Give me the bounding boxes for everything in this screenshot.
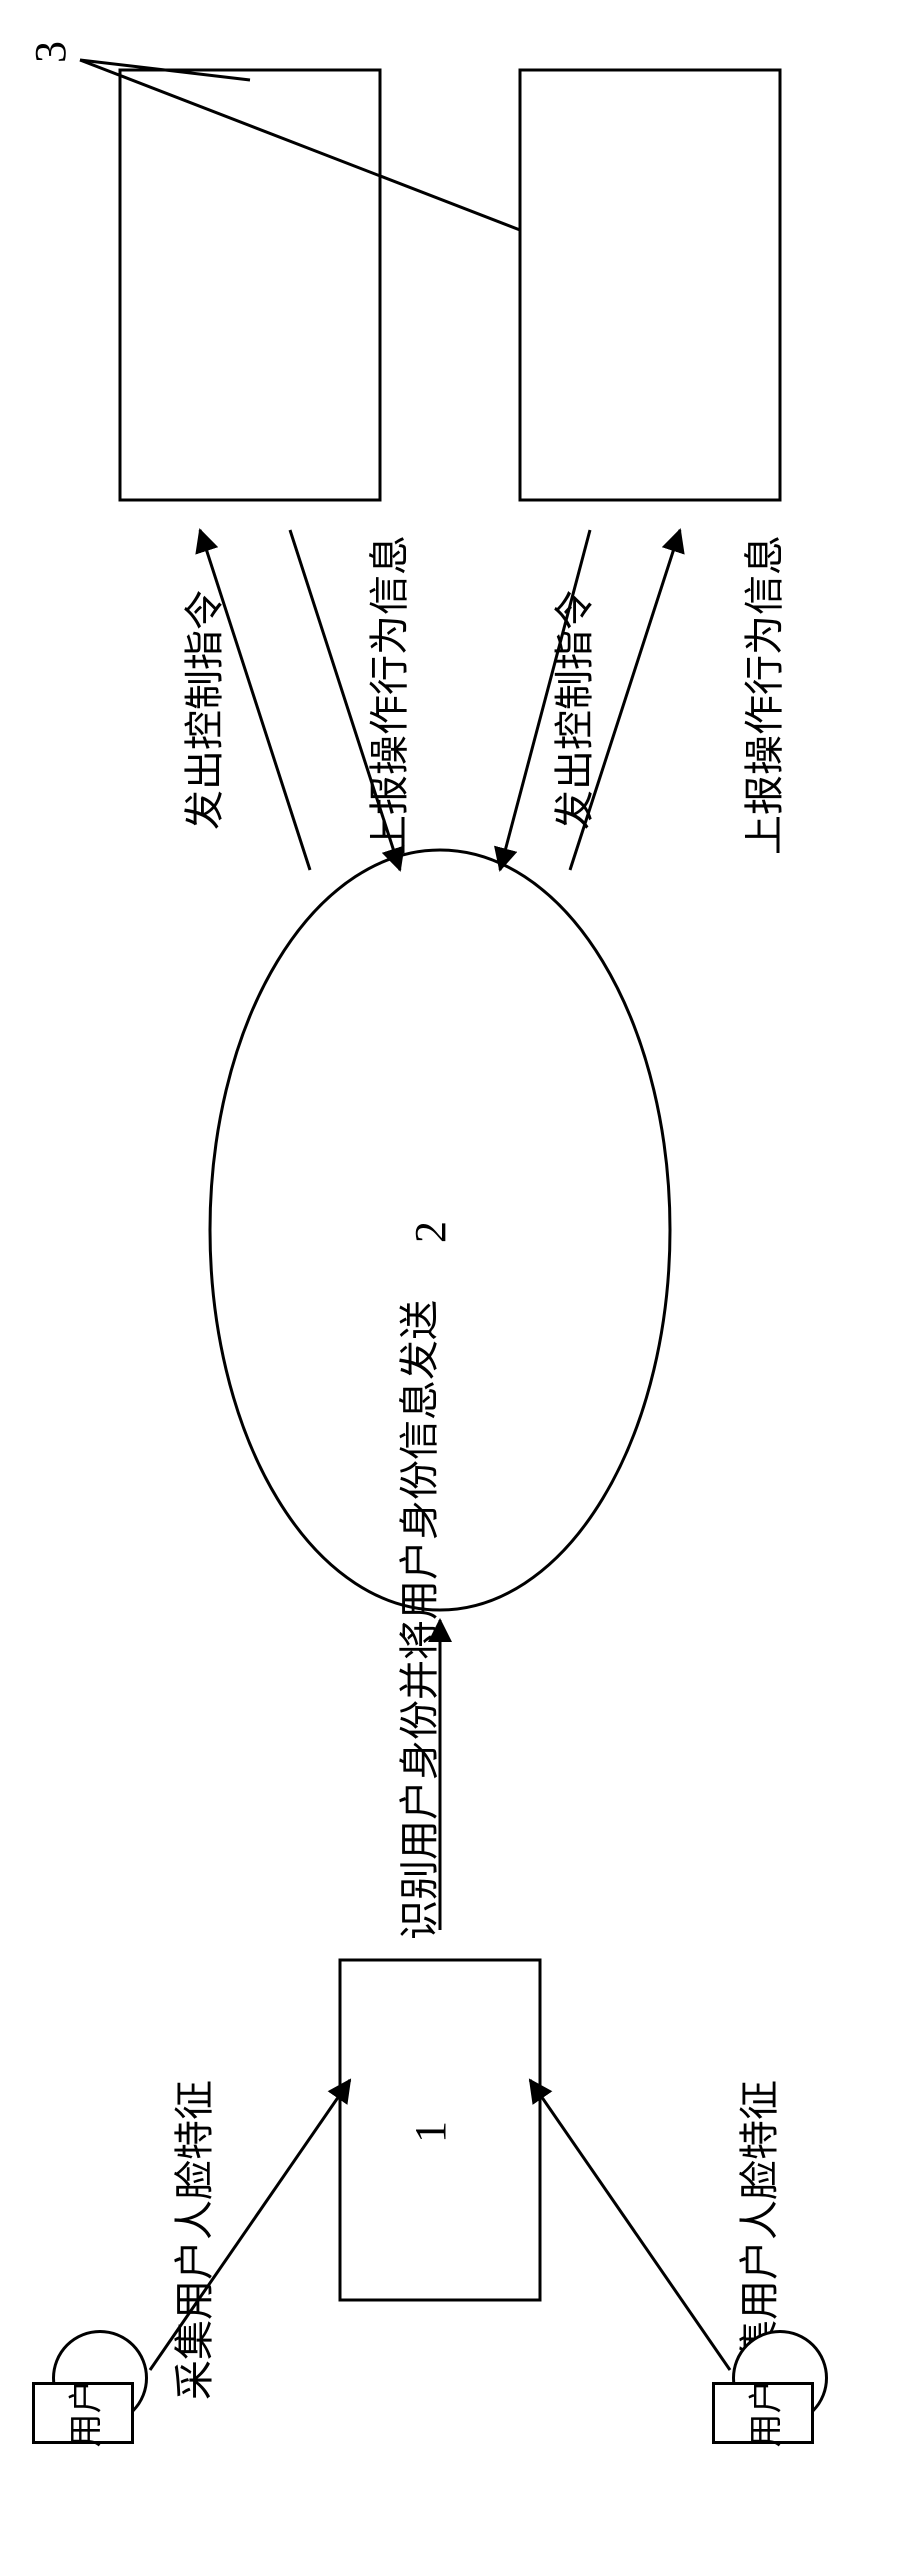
node-cloud-id: 2 — [409, 1221, 453, 1243]
diagram-stage: 3 1 2 采集用户人脸特征 采集用户人脸特征 识别用户身份并将用户身份信息发送… — [0, 0, 907, 2568]
user-bottom-tag: 用户 — [712, 2382, 814, 2444]
arrow-user-bottom-to-1 — [530, 2080, 730, 2370]
callout-number: 3 — [29, 41, 73, 63]
user-top: 用户 — [40, 2330, 160, 2426]
user-bottom-label: 用户 — [739, 2379, 788, 2447]
user-top-tag: 用户 — [32, 2382, 134, 2444]
label-2-to-a-cmd: 发出控制指令 — [185, 590, 225, 830]
node-device-b — [520, 70, 780, 500]
label-user-top-to-1: 采集用户人脸特征 — [175, 2080, 215, 2400]
label-1-to-2: 识别用户身份并将用户身份信息发送 — [400, 1300, 440, 1940]
node-device-a — [120, 70, 380, 500]
user-bottom: 用户 — [720, 2330, 840, 2426]
node-recognizer-id: 1 — [409, 2121, 453, 2143]
user-top-label: 用户 — [59, 2379, 108, 2447]
label-b-to-2-report: 上报操作行为信息 — [745, 535, 785, 855]
callout-line-b — [80, 60, 520, 230]
label-2-to-b-cmd: 发出控制指令 — [555, 590, 595, 830]
label-a-to-2-report: 上报操作行为信息 — [370, 535, 410, 855]
